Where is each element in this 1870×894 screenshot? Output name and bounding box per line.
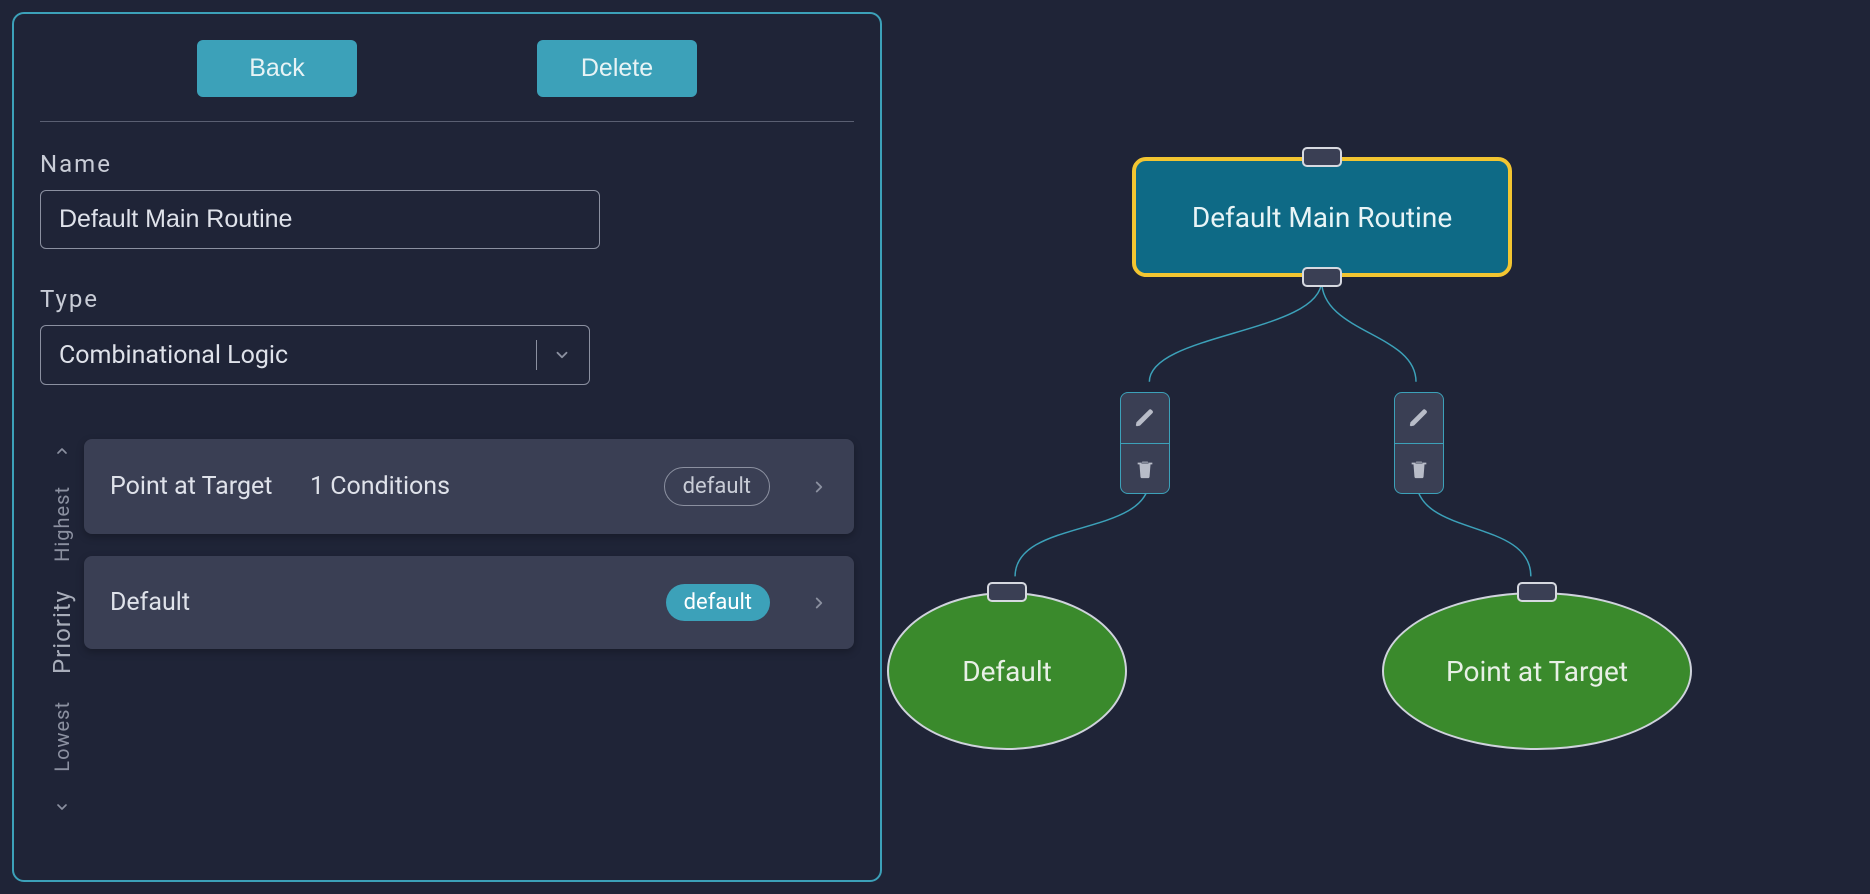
graph-leaf-node[interactable]: Default bbox=[887, 592, 1127, 750]
chevron-right-icon bbox=[810, 478, 828, 496]
graph-canvas[interactable]: Default Main Routine Default Poin bbox=[902, 12, 1858, 882]
default-badge: default bbox=[666, 584, 770, 621]
priority-cards: Point at Target 1 Conditions default Def… bbox=[84, 439, 854, 819]
default-badge: default bbox=[664, 467, 770, 506]
node-port[interactable] bbox=[1517, 582, 1557, 602]
priority-card[interactable]: Point at Target 1 Conditions default bbox=[84, 439, 854, 534]
back-button[interactable]: Back bbox=[197, 40, 357, 97]
edge-toolbox bbox=[1120, 392, 1170, 494]
node-port[interactable] bbox=[1302, 267, 1342, 287]
type-select[interactable]: Combinational Logic bbox=[40, 325, 590, 385]
edit-edge-button[interactable] bbox=[1395, 393, 1443, 443]
panel-button-row: Back Delete bbox=[40, 40, 854, 122]
chevron-down-icon bbox=[553, 346, 571, 364]
type-label: Type bbox=[40, 285, 854, 313]
graph-leaf-node[interactable]: Point at Target bbox=[1382, 592, 1692, 750]
node-label: Point at Target bbox=[1446, 655, 1628, 688]
chevron-right-icon bbox=[810, 594, 828, 612]
name-label: Name bbox=[40, 150, 854, 178]
graph-edges bbox=[902, 12, 1858, 882]
trash-icon bbox=[1134, 458, 1156, 480]
trash-icon bbox=[1408, 458, 1430, 480]
priority-section: Highest Priority Lowest Point at Target … bbox=[40, 439, 854, 819]
priority-highest-label: Highest bbox=[50, 486, 74, 562]
node-port[interactable] bbox=[987, 582, 1027, 602]
pencil-icon bbox=[1408, 407, 1430, 429]
edge-toolbox bbox=[1394, 392, 1444, 494]
pencil-icon bbox=[1134, 407, 1156, 429]
name-input[interactable] bbox=[40, 190, 600, 249]
priority-card[interactable]: Default default bbox=[84, 556, 854, 649]
priority-label: Priority bbox=[48, 590, 76, 674]
priority-lowest-label: Lowest bbox=[50, 701, 74, 772]
chevron-up-icon bbox=[54, 443, 70, 459]
delete-edge-button[interactable] bbox=[1395, 443, 1443, 493]
graph-root-node[interactable]: Default Main Routine bbox=[1132, 157, 1512, 277]
edit-edge-button[interactable] bbox=[1121, 393, 1169, 443]
delete-button[interactable]: Delete bbox=[537, 40, 697, 97]
type-select-value: Combinational Logic bbox=[59, 341, 536, 370]
card-title: Point at Target bbox=[110, 472, 310, 501]
node-port[interactable] bbox=[1302, 147, 1342, 167]
delete-edge-button[interactable] bbox=[1121, 443, 1169, 493]
node-label: Default Main Routine bbox=[1192, 201, 1452, 234]
card-conditions: 1 Conditions bbox=[310, 472, 664, 501]
chevron-down-icon bbox=[54, 799, 70, 815]
select-divider bbox=[536, 340, 537, 370]
priority-rail: Highest Priority Lowest bbox=[40, 439, 84, 819]
node-label: Default bbox=[962, 655, 1052, 688]
editor-panel: Back Delete Name Type Combinational Logi… bbox=[12, 12, 882, 882]
card-title: Default bbox=[110, 588, 666, 617]
